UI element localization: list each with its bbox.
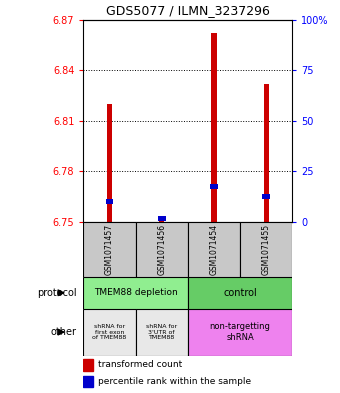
Text: non-targetting
shRNA: non-targetting shRNA — [210, 322, 271, 342]
Text: protocol: protocol — [37, 288, 76, 298]
Bar — [105, 199, 113, 204]
Text: percentile rank within the sample: percentile rank within the sample — [98, 377, 251, 386]
Bar — [83, 359, 93, 371]
Bar — [136, 309, 188, 356]
Bar — [83, 309, 136, 356]
Bar — [188, 222, 240, 277]
Bar — [262, 194, 270, 199]
Bar — [83, 277, 188, 309]
Text: GSM1071454: GSM1071454 — [209, 224, 219, 275]
Title: GDS5077 / ILMN_3237296: GDS5077 / ILMN_3237296 — [106, 4, 270, 17]
Text: GSM1071457: GSM1071457 — [105, 224, 114, 275]
Bar — [240, 222, 292, 277]
Text: TMEM88 depletion: TMEM88 depletion — [94, 288, 177, 297]
Text: shRNA for
first exon
of TMEM88: shRNA for first exon of TMEM88 — [92, 324, 126, 340]
Text: transformed count: transformed count — [98, 360, 182, 369]
Text: GSM1071455: GSM1071455 — [262, 224, 271, 275]
Text: shRNA for
3'UTR of
TMEM88: shRNA for 3'UTR of TMEM88 — [146, 324, 177, 340]
Bar — [136, 222, 188, 277]
Text: control: control — [223, 288, 257, 298]
Bar — [83, 376, 93, 387]
Bar — [83, 222, 136, 277]
Text: GSM1071456: GSM1071456 — [157, 224, 166, 275]
Bar — [211, 33, 217, 222]
Bar — [188, 277, 292, 309]
Bar — [158, 216, 166, 221]
Text: other: other — [51, 327, 76, 337]
Bar — [188, 309, 292, 356]
Bar — [210, 184, 218, 189]
Bar — [107, 104, 112, 222]
Bar — [264, 84, 269, 222]
Bar — [159, 220, 164, 222]
